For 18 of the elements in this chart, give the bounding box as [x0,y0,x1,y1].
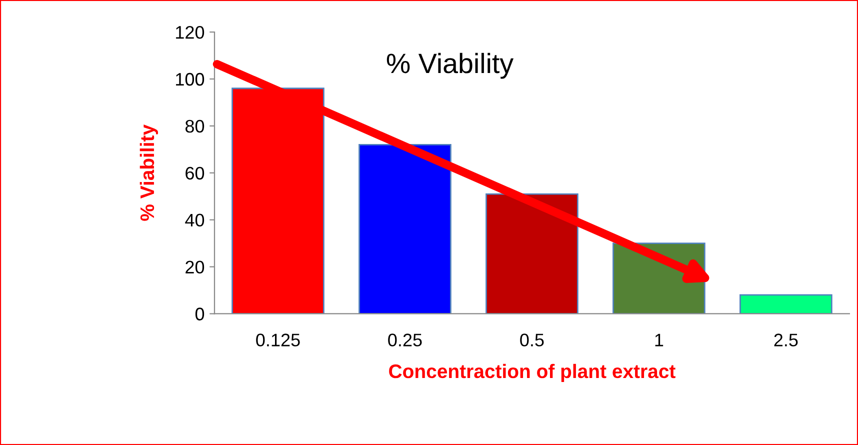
bar [486,193,578,314]
y-tick-label: 120 [176,26,204,39]
y-tick-label: 0 [195,308,204,320]
y-tick-label: 20 [186,260,204,274]
y-tick-label: 80 [185,120,204,133]
bar [740,294,832,314]
x-tick-label: 0.5 [520,334,544,346]
x-tick-label: 2.5 [774,334,798,346]
x-axis-title: Concentraction of plant extract [389,364,676,382]
y-tick-label: 100 [176,72,204,86]
x-tick-label: 1 [655,334,664,346]
y-tick-label: 60 [186,166,204,180]
y-tick-label: 40 [185,214,204,227]
bar [358,144,452,314]
x-tick-label: 0.125 [256,334,300,346]
y-axis-title: % Viability [140,124,158,221]
x-tick-label: 0.25 [388,334,422,346]
text: % Viability [386,52,514,79]
